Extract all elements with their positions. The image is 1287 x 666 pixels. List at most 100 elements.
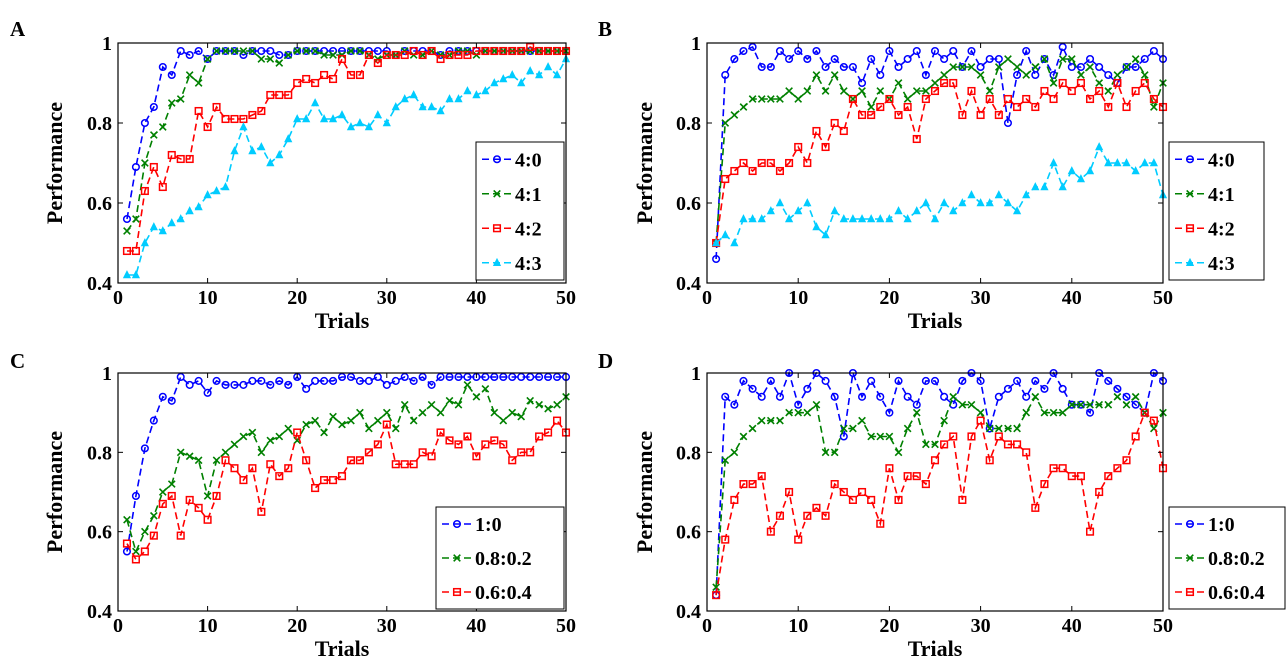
data-point — [757, 62, 766, 72]
data-point — [885, 464, 894, 473]
data-point — [311, 483, 320, 493]
data-point — [176, 46, 185, 56]
series-line — [126, 383, 567, 554]
data-point — [158, 226, 167, 235]
data-point — [894, 206, 903, 215]
data-point — [867, 54, 876, 64]
data-point — [302, 74, 311, 84]
data-point — [776, 416, 784, 425]
series-3 — [712, 408, 1168, 600]
data-point — [739, 376, 748, 385]
y-tick-label: 0.4 — [87, 273, 112, 295]
data-point — [1040, 480, 1049, 489]
data-point — [1077, 400, 1085, 409]
data-point — [985, 94, 994, 104]
data-point — [535, 432, 544, 441]
data-point — [284, 50, 293, 60]
data-point — [876, 102, 885, 112]
data-point — [721, 119, 730, 127]
data-point — [1003, 94, 1013, 104]
panel-d: D 0 10 20 30 40 50 0.4 0.6 0.8 1 Trials Performance 1… — [598, 349, 1286, 661]
data-point — [149, 531, 158, 540]
data-point — [328, 376, 338, 385]
data-point — [230, 114, 239, 124]
data-point — [176, 372, 185, 382]
data-point — [356, 47, 364, 55]
data-point — [355, 46, 364, 56]
data-point — [140, 444, 149, 453]
data-point — [535, 400, 543, 409]
data-point — [1122, 400, 1131, 409]
data-point — [356, 408, 364, 417]
data-point — [876, 392, 885, 401]
data-point — [958, 63, 967, 71]
plot-area-frame — [117, 372, 567, 612]
data-point — [337, 472, 347, 481]
data-point — [812, 126, 821, 136]
data-point — [284, 380, 293, 389]
data-point — [454, 50, 463, 60]
data-point — [319, 114, 329, 123]
data-point — [1067, 166, 1076, 175]
data-point — [122, 246, 132, 256]
data-point — [552, 70, 562, 79]
data-point — [194, 503, 203, 512]
data-point — [194, 456, 203, 465]
data-point — [221, 114, 230, 124]
data-point — [418, 372, 427, 382]
data-point — [526, 42, 535, 52]
y-tick-label: 1 — [102, 363, 112, 385]
data-point — [858, 416, 866, 425]
data-point — [1095, 142, 1104, 151]
data-point — [328, 74, 338, 84]
data-point — [985, 198, 994, 207]
data-point — [373, 58, 382, 68]
data-point — [275, 150, 284, 159]
data-point — [1149, 158, 1158, 167]
legend-label: 4:3 — [515, 253, 542, 275]
data-point — [903, 392, 912, 401]
data-point — [140, 118, 149, 128]
data-point — [949, 63, 958, 71]
data-point — [1058, 55, 1067, 63]
data-point — [921, 94, 930, 104]
data-point — [203, 190, 212, 199]
data-point — [1058, 384, 1067, 393]
data-point — [266, 380, 275, 389]
data-point — [1085, 166, 1095, 175]
data-point — [766, 95, 775, 103]
data-point — [391, 460, 400, 469]
data-point — [400, 50, 409, 60]
data-point — [149, 222, 158, 231]
data-point — [894, 79, 903, 87]
data-point — [490, 372, 499, 382]
x-tick-label: 30 — [377, 615, 397, 637]
data-point — [346, 122, 356, 131]
data-point — [427, 452, 436, 461]
data-point — [302, 47, 311, 55]
data-point — [517, 372, 526, 382]
data-point — [1067, 86, 1076, 96]
data-point — [230, 380, 239, 389]
data-point — [185, 154, 194, 164]
data-point — [176, 154, 185, 164]
data-point — [266, 55, 275, 63]
data-point — [445, 396, 454, 405]
y-tick-label: 1 — [102, 33, 112, 55]
data-point — [248, 376, 257, 385]
data-point — [1013, 63, 1021, 71]
data-point — [203, 388, 212, 397]
data-point — [849, 95, 857, 103]
data-point — [517, 412, 526, 421]
data-point — [903, 214, 912, 223]
data-point — [976, 110, 985, 120]
data-point — [149, 416, 158, 425]
y-tick-label: 0.4 — [676, 273, 701, 295]
data-point — [748, 95, 757, 103]
series-line — [715, 395, 1164, 588]
data-point — [347, 47, 355, 55]
data-point — [940, 416, 948, 425]
data-point — [803, 384, 812, 393]
panel-letter: B — [598, 17, 612, 41]
data-point — [1022, 71, 1031, 79]
